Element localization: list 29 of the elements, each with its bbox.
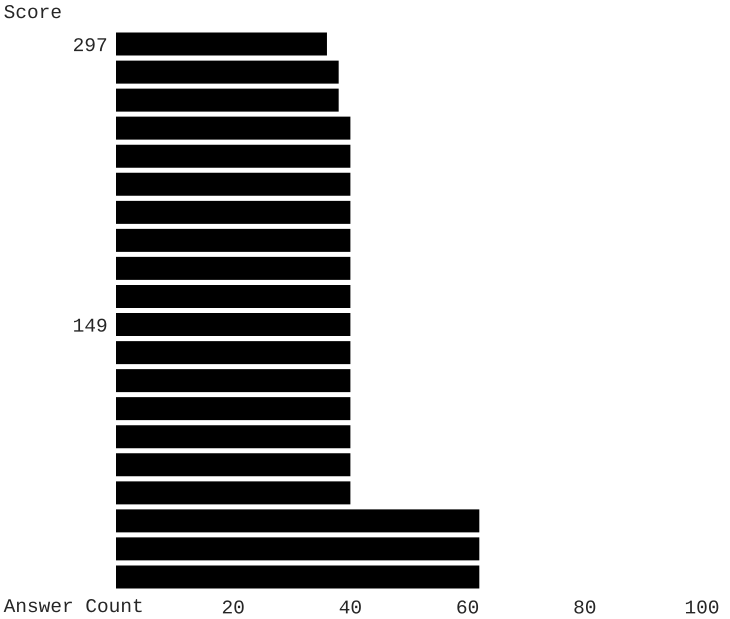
bar bbox=[116, 369, 350, 392]
bar bbox=[116, 228, 350, 252]
bar bbox=[116, 200, 350, 224]
bar bbox=[116, 313, 350, 336]
bar bbox=[116, 88, 339, 112]
bar bbox=[116, 172, 350, 196]
x-tick-label: 40 bbox=[340, 600, 361, 614]
bar bbox=[116, 116, 350, 140]
bar bbox=[116, 537, 480, 560]
bar bbox=[116, 453, 350, 476]
bar bbox=[116, 144, 350, 168]
bar bbox=[116, 60, 339, 84]
x-tick-label: 60 bbox=[457, 600, 478, 614]
bar bbox=[116, 32, 327, 56]
y-tick-label: 149 bbox=[74, 318, 106, 332]
y-axis-title: Score bbox=[4, 5, 61, 18]
bar bbox=[116, 425, 350, 448]
x-tick-label: 20 bbox=[222, 600, 244, 614]
bar bbox=[116, 565, 480, 588]
x-tick-label: 100 bbox=[686, 600, 718, 614]
x-axis-title: Answer Count bbox=[4, 599, 142, 612]
bar bbox=[116, 341, 350, 364]
x-tick-label: 80 bbox=[574, 600, 596, 614]
bar bbox=[116, 481, 350, 504]
bar bbox=[116, 509, 480, 532]
bar bbox=[116, 397, 350, 420]
bar bbox=[116, 256, 350, 280]
bar bbox=[116, 284, 350, 308]
y-tick-label: 297 bbox=[74, 38, 106, 52]
